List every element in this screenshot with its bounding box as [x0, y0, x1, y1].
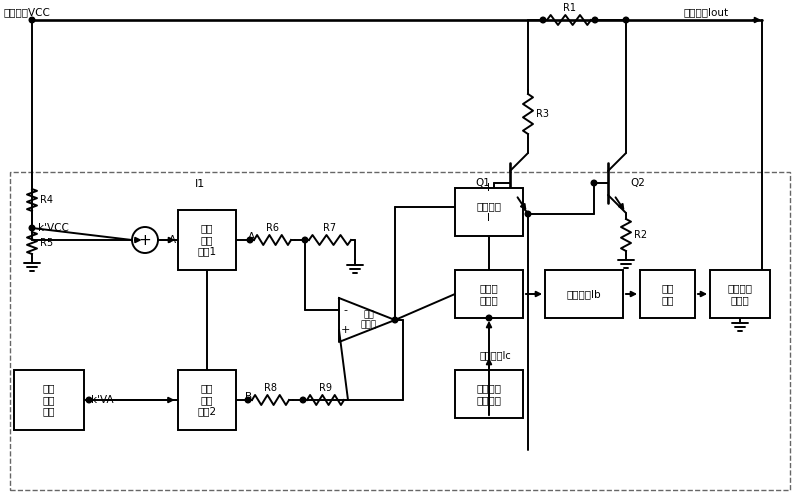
Text: I: I [487, 183, 490, 193]
Circle shape [29, 225, 35, 231]
Circle shape [591, 180, 597, 186]
Text: 调制
单元: 调制 单元 [662, 283, 674, 305]
Bar [640, 270, 695, 318]
Bar [710, 270, 770, 318]
Text: 基准
电压
单元: 基准 电压 单元 [42, 383, 55, 417]
Text: -: - [343, 305, 347, 315]
Text: 对数
运算
单元1: 对数 运算 单元1 [198, 224, 217, 256]
Text: A: A [169, 235, 176, 245]
Circle shape [592, 17, 598, 23]
Bar [545, 270, 623, 318]
Bar [178, 210, 236, 270]
Circle shape [86, 397, 92, 403]
Circle shape [132, 227, 158, 253]
Circle shape [300, 397, 306, 403]
Bar [10, 172, 790, 490]
Text: +: + [340, 325, 350, 335]
Text: R1: R1 [562, 3, 575, 13]
Text: R8: R8 [264, 383, 277, 393]
Text: 输出电流Iout: 输出电流Iout [684, 7, 729, 17]
Text: R9: R9 [319, 383, 332, 393]
Circle shape [540, 17, 546, 23]
Text: R5: R5 [40, 238, 53, 248]
Circle shape [392, 317, 398, 323]
Bar [178, 370, 236, 430]
Text: k'VCC: k'VCC [38, 223, 69, 233]
Bar [455, 188, 523, 236]
Circle shape [486, 315, 492, 321]
Text: A: A [247, 232, 254, 242]
Text: R7: R7 [323, 223, 337, 233]
Text: 电流叠
加单元: 电流叠 加单元 [480, 283, 498, 305]
Bar [455, 270, 523, 318]
Bar [14, 370, 84, 430]
Text: 对数
运算
单元2: 对数 运算 单元2 [198, 383, 217, 417]
Text: 矫正电流Ic: 矫正电流Ic [479, 350, 511, 360]
Circle shape [245, 397, 251, 403]
Text: 运算
放大器: 运算 放大器 [361, 310, 377, 330]
Text: 输入电压VCC: 输入电压VCC [3, 7, 50, 17]
Text: k'VA: k'VA [91, 395, 114, 405]
Text: +: + [138, 233, 151, 248]
Text: R3: R3 [536, 109, 549, 119]
Circle shape [302, 237, 308, 243]
Text: 执行单元
和负载: 执行单元 和负载 [727, 283, 753, 305]
Circle shape [247, 237, 253, 243]
Circle shape [29, 17, 35, 23]
Bar [455, 370, 523, 418]
Text: R2: R2 [634, 230, 647, 240]
Text: R4: R4 [40, 195, 53, 205]
Text: 电压电流
转换单元: 电压电流 转换单元 [477, 383, 502, 405]
Circle shape [623, 17, 629, 23]
Text: 反馈电流Ib: 反馈电流Ib [566, 289, 602, 299]
Text: R6: R6 [266, 223, 279, 233]
Text: I1: I1 [195, 179, 205, 189]
Text: B: B [246, 392, 253, 402]
Text: 初级电流
I: 初级电流 I [477, 201, 502, 223]
Text: Q2: Q2 [630, 178, 645, 188]
Circle shape [526, 211, 531, 217]
Text: Q1: Q1 [475, 178, 490, 188]
